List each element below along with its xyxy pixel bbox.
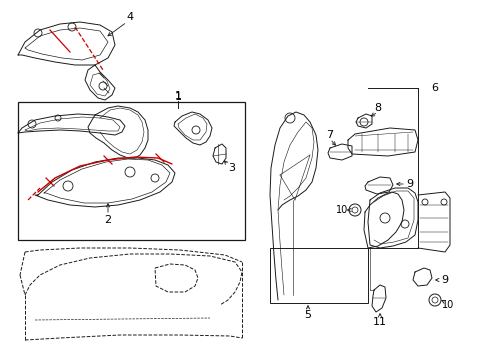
Text: 2: 2 (104, 215, 111, 225)
Bar (269, 248, 367, 303)
Text: 6: 6 (430, 83, 438, 93)
Text: 9: 9 (441, 275, 447, 285)
Text: 10: 10 (335, 205, 347, 215)
Text: 4: 4 (126, 12, 133, 22)
Text: 10: 10 (441, 300, 453, 310)
Text: 1: 1 (174, 92, 181, 102)
Text: 8: 8 (374, 103, 381, 113)
Text: 11: 11 (372, 317, 386, 327)
Text: 1: 1 (174, 91, 181, 101)
Text: 3: 3 (228, 163, 235, 173)
Text: 7: 7 (326, 130, 333, 140)
Text: 5: 5 (304, 310, 311, 320)
Text: 9: 9 (406, 179, 413, 189)
Bar (18, 102, 244, 240)
